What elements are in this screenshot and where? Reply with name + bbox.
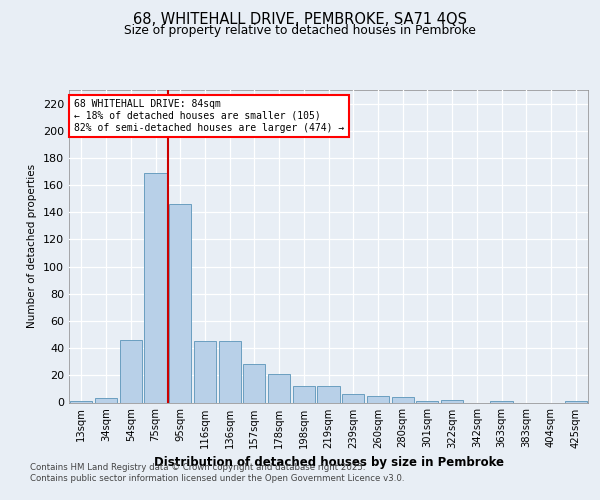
Bar xyxy=(70,401,92,402)
Bar xyxy=(416,401,439,402)
Bar xyxy=(243,364,265,403)
Y-axis label: Number of detached properties: Number of detached properties xyxy=(28,164,37,328)
Bar xyxy=(169,204,191,402)
Bar xyxy=(293,386,315,402)
Bar xyxy=(268,374,290,402)
X-axis label: Distribution of detached houses by size in Pembroke: Distribution of detached houses by size … xyxy=(154,456,503,469)
Bar xyxy=(565,401,587,402)
Bar xyxy=(392,397,414,402)
Text: 68, WHITEHALL DRIVE, PEMBROKE, SA71 4QS: 68, WHITEHALL DRIVE, PEMBROKE, SA71 4QS xyxy=(133,12,467,28)
Text: Size of property relative to detached houses in Pembroke: Size of property relative to detached ho… xyxy=(124,24,476,37)
Text: Contains public sector information licensed under the Open Government Licence v3: Contains public sector information licen… xyxy=(30,474,404,483)
Bar xyxy=(119,340,142,402)
Bar xyxy=(145,173,167,402)
Bar xyxy=(194,342,216,402)
Bar xyxy=(317,386,340,402)
Bar xyxy=(95,398,117,402)
Bar xyxy=(218,342,241,402)
Bar xyxy=(367,396,389,402)
Bar xyxy=(342,394,364,402)
Text: 68 WHITEHALL DRIVE: 84sqm
← 18% of detached houses are smaller (105)
82% of semi: 68 WHITEHALL DRIVE: 84sqm ← 18% of detac… xyxy=(74,100,344,132)
Bar xyxy=(490,401,512,402)
Bar xyxy=(441,400,463,402)
Text: Contains HM Land Registry data © Crown copyright and database right 2025.: Contains HM Land Registry data © Crown c… xyxy=(30,462,365,471)
